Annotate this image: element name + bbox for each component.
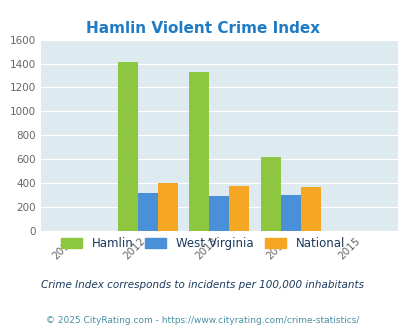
Bar: [300, 187, 320, 231]
Bar: [209, 196, 229, 231]
Bar: [117, 62, 137, 231]
Text: Crime Index corresponds to incidents per 100,000 inhabitants: Crime Index corresponds to incidents per…: [41, 280, 364, 290]
Text: © 2025 CityRating.com - https://www.cityrating.com/crime-statistics/: © 2025 CityRating.com - https://www.city…: [46, 315, 359, 325]
Bar: [158, 183, 177, 231]
Bar: [229, 186, 249, 231]
Bar: [260, 157, 280, 231]
Bar: [280, 195, 300, 231]
Legend: Hamlin, West Virginia, National: Hamlin, West Virginia, National: [61, 237, 344, 250]
Bar: [189, 73, 209, 231]
Bar: [137, 193, 158, 231]
Text: Hamlin Violent Crime Index: Hamlin Violent Crime Index: [86, 21, 319, 36]
